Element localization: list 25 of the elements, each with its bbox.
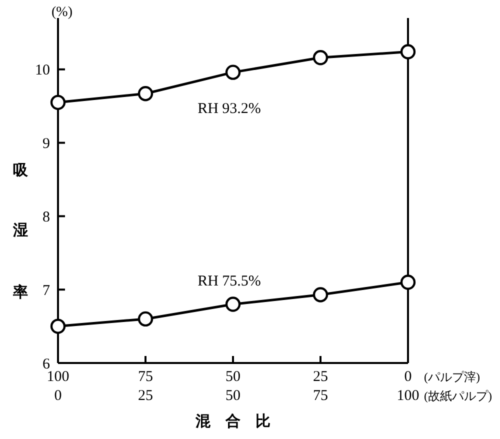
y-axis-title: 吸湿率 <box>12 150 30 330</box>
y-tick-label: 10 <box>35 62 50 79</box>
x-tick-label: 0 100 <box>396 369 420 404</box>
point <box>50 94 66 110</box>
point <box>312 50 328 66</box>
text: (パルプ滓) <box>424 370 480 384</box>
point <box>400 274 416 290</box>
text: (故紙パルプ) <box>424 389 492 403</box>
x-tick-label: 25 75 <box>313 369 328 404</box>
annotation: (%) <box>52 5 73 20</box>
series-label: RH 75.5% <box>198 274 261 290</box>
point <box>312 287 328 302</box>
point <box>225 296 241 312</box>
point <box>138 86 154 102</box>
point <box>50 318 66 334</box>
point <box>400 44 416 60</box>
x-axis-title: 混 合 比 <box>194 413 270 430</box>
y-tick-label: 7 <box>42 282 50 299</box>
y-tick-label: 9 <box>42 136 50 152</box>
y-tick-label: 8 <box>42 209 50 226</box>
point <box>225 64 241 80</box>
x-tick-label: 75 25 <box>138 369 153 404</box>
series-label: RH 93.2% <box>198 100 261 117</box>
x-tick-label: 50 50 <box>226 369 240 404</box>
point <box>138 311 154 327</box>
